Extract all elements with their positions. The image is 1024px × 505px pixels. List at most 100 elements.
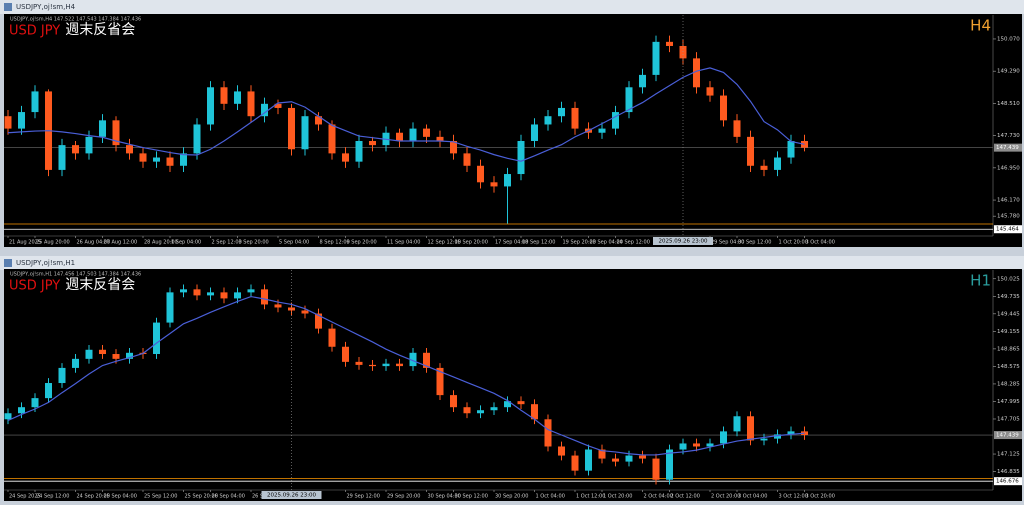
candle-body [544,116,552,125]
candle-body [234,91,241,104]
candle-body [301,116,309,150]
candle-body [639,455,646,459]
candle-body [166,157,174,166]
plot-area [4,269,1022,501]
chart-info: USDJPY,oj!sm,H4 147.522 147.543 147.384 … [10,17,141,23]
x-tick-label: 25 Sep 12:00 [144,494,177,500]
candle-body [706,443,714,447]
candle-body [558,446,565,456]
candle-body [18,112,25,129]
x-tick-label: 1 Oct 04:00 [536,494,565,500]
x-tick-label: 29 Sep 12:00 [347,494,380,500]
candle-body [409,352,417,367]
candle-body [382,363,390,367]
x-tick-label: 11 Sep 04:00 [387,240,420,246]
candle-body [85,349,93,359]
candle-body [193,289,201,296]
x-tick-label: 3 Sep 20:00 [239,240,269,246]
x-tick-label: 9 Sep 20:00 [347,240,377,246]
y-tick-label: 149.445 [997,311,1020,317]
candle-body [396,132,403,141]
candle-body [517,140,525,175]
candle-body [274,304,282,308]
chart-info: USDJPY,oj!sm,H1 147.456 147.503 147.384 … [10,272,141,278]
candle-body [31,398,39,408]
timeframe-label: H1 [970,272,991,290]
candle-body [747,416,754,441]
candle-body [315,116,322,125]
candle-body [288,107,295,150]
moving-average [7,295,805,456]
timeframe-label: H4 [970,17,991,35]
candle-body [423,352,430,368]
y-tick-label: 149.155 [997,329,1020,335]
moving-average [7,67,805,162]
candle-body [207,87,214,125]
candle-body [423,128,430,137]
candle-body [355,361,363,365]
candle-body [598,128,606,133]
candle-body [220,87,228,104]
y-tick-label: 147.125 [997,452,1020,458]
x-tick-label: 3 Oct 12:00 [779,494,808,500]
note-label: 週末反省会 [65,277,135,293]
candle-body [747,136,754,166]
y-tick-label: 148.510 [997,101,1020,107]
candle-body [450,395,457,408]
candle-body [693,443,700,447]
candle-body [126,352,133,359]
x-tick-label: 2 Oct 20:00 [711,494,740,500]
candle-body [706,87,714,96]
candle-body [261,289,268,305]
x-tick-label: 2 Oct 12:00 [671,494,700,500]
candle-body [139,153,147,162]
candle-body [193,124,201,154]
candle-body [274,103,282,108]
candle-body [99,120,106,137]
candle-body [288,307,295,311]
candle-body [625,455,633,462]
candle-body [585,449,592,471]
candle-body [733,120,741,137]
candle-body [58,367,66,384]
x-tick-label: 2 Oct 04:00 [644,494,673,500]
candle-body [45,383,52,399]
candle-body [207,292,214,296]
candle-body [639,74,646,88]
candle-body [652,41,660,75]
crosshair-label-box [261,491,322,499]
y-tick-label: 147.730 [997,133,1020,139]
window-icon [4,3,12,11]
x-tick-label: 3 Oct 04:00 [806,240,835,246]
y-tick-label: 147.705 [997,416,1020,422]
candle-body [490,407,498,411]
x-tick-label: 24 Sep 2025 [9,494,41,500]
candle-body [463,407,471,414]
candle-body [355,140,363,162]
candle-body [153,157,160,162]
x-tick-label: 30 Sep 12:00 [738,240,771,246]
candle-body [153,322,160,355]
x-tick-label: 21 Aug 2025 [9,240,41,246]
candle-body [666,41,673,46]
candle-body [477,165,484,183]
level-label-box [994,477,1022,486]
candle-body [450,140,457,154]
x-tick-label: 19 Sep 20:00 [563,240,596,246]
candle-body [369,364,376,367]
x-tick-label: 1 Oct 20:00 [779,240,808,246]
y-tick-label: 146.170 [997,198,1020,204]
window-title: USDJPY,oj!sm,H4 [16,3,76,11]
candle-body [760,165,768,170]
x-tick-label: 30 Sep 04:00 [428,494,461,500]
candle-body [517,401,525,405]
candle-body [571,455,579,471]
x-tick-label: 15 Sep 20:00 [455,240,488,246]
level-label-box [994,225,1022,234]
candle-body [166,292,174,323]
y-tick-label: 149.290 [997,69,1020,75]
window-icon [4,259,12,267]
candle-body [409,128,417,141]
candle-body [436,136,444,141]
candle-body [18,407,25,414]
